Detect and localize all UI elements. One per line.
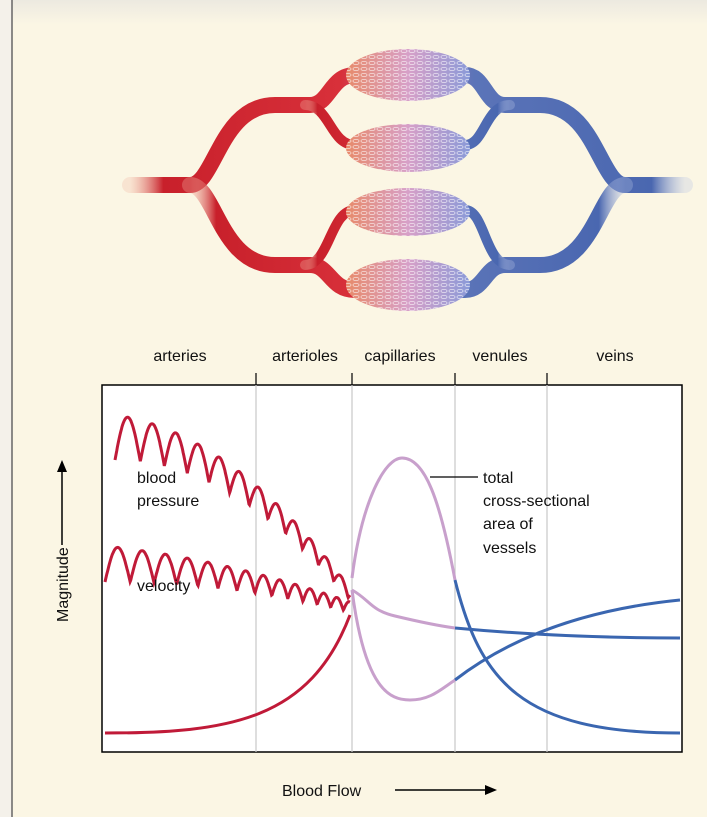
segment-label: veins [596, 348, 633, 365]
curve-label: area of [483, 516, 533, 533]
x-axis-label: Blood Flow [282, 783, 362, 800]
curve-label: velocity [137, 578, 190, 595]
segment-label: capillaries [364, 348, 435, 365]
segment-label: arterioles [272, 348, 338, 365]
curve-label: total [483, 470, 513, 487]
segment-label: venules [472, 348, 527, 365]
curve-label: blood [137, 470, 176, 487]
curve-label: cross-sectional [483, 493, 590, 510]
y-axis-label: Magnitude [55, 547, 72, 622]
left-margin [0, 0, 12, 817]
ellipse [346, 49, 470, 101]
ellipse [346, 124, 470, 172]
curve-label: pressure [137, 493, 199, 510]
segment-label: arteries [153, 348, 206, 365]
curve-label: vessels [483, 540, 536, 557]
diagram: arteries arterioles capillaries venules … [0, 0, 707, 817]
ellipse [346, 188, 470, 236]
ellipse [346, 259, 470, 311]
page: arteries arterioles capillaries venules … [0, 0, 707, 822]
